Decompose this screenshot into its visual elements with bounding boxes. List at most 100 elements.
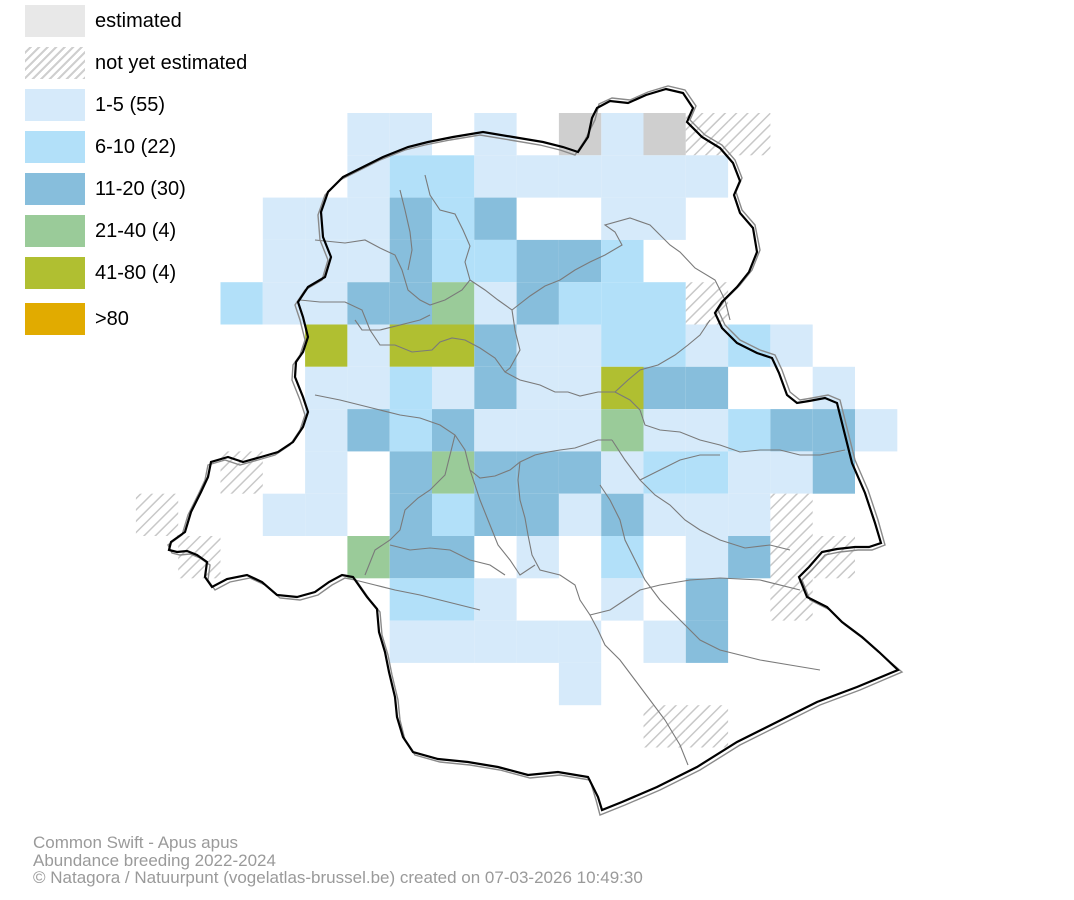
grid-cell	[347, 536, 390, 579]
grid-cell	[558, 493, 602, 536]
grid-cell	[558, 324, 602, 367]
grid-cell	[601, 324, 644, 367]
grid-cell	[432, 536, 475, 579]
grid-cell	[516, 620, 559, 663]
grid-cell	[347, 409, 390, 452]
grid-cell	[305, 282, 348, 325]
grid-cell	[558, 239, 602, 283]
grid-cell	[347, 113, 390, 156]
grid-cell	[347, 155, 390, 198]
grid-cell	[516, 366, 559, 410]
municipality-boundary	[299, 299, 615, 397]
grid-cell	[643, 155, 686, 198]
grid-cell	[728, 451, 771, 494]
species-caption: Common Swift - Apus apus	[33, 833, 239, 852]
municipality-boundary	[389, 544, 506, 576]
grid-cell	[685, 493, 729, 536]
grid-cell-not-estimated	[728, 113, 771, 156]
grid-cell	[601, 578, 644, 621]
municipality-boundary	[364, 434, 456, 576]
grid-cell	[728, 536, 771, 579]
grid-cell	[432, 493, 475, 536]
legend-label: 6-10 (22)	[95, 136, 177, 158]
abundance-grid	[135, 113, 898, 748]
grid-cell	[262, 239, 306, 283]
grid-cell	[305, 197, 348, 240]
municipality-boundary	[639, 454, 720, 481]
grid-cell	[474, 282, 517, 325]
grid-cell	[643, 451, 686, 494]
legend-item-11-20: 11-20 (30)	[25, 173, 325, 205]
grid-cell	[389, 493, 432, 536]
map-footer: Common Swift - Apus apus Abundance breed…	[33, 834, 643, 887]
legend-swatch	[25, 303, 85, 335]
copyright-caption: © Natagora / Natuurpunt (vogelatlas-brus…	[33, 868, 643, 887]
legend-item-21-40: 21-40 (4)	[25, 215, 325, 247]
grid-cell	[812, 451, 855, 494]
grid-cell	[389, 578, 432, 621]
legend-swatch	[25, 257, 85, 289]
grid-cell	[643, 113, 686, 156]
grid-cell	[389, 366, 432, 410]
grid-cell	[728, 324, 771, 367]
legend-label: 41-80 (4)	[95, 262, 177, 284]
municipality-boundary	[354, 579, 481, 611]
grid-cell	[305, 493, 348, 536]
legend-swatch	[25, 5, 85, 37]
grid-cell	[601, 451, 644, 494]
municipality-boundary	[399, 189, 413, 271]
grid-cell	[516, 493, 559, 536]
grid-cell	[389, 451, 432, 494]
grid-cell	[262, 197, 306, 240]
legend-item-6-10: 6-10 (22)	[25, 131, 325, 163]
dataset-caption: Abundance breeding 2022-2024	[33, 850, 276, 870]
grid-cell	[643, 197, 686, 240]
grid-cell	[432, 620, 475, 663]
grid-cell	[516, 324, 559, 367]
grid-cell	[601, 366, 644, 410]
legend-item-1-5: 1-5 (55)	[25, 89, 325, 121]
grid-cell-not-estimated	[685, 705, 729, 748]
grid-cell	[474, 620, 517, 663]
grid-cell	[558, 662, 602, 706]
grid-cell	[474, 239, 517, 283]
grid-cell	[305, 451, 348, 494]
grid-cell	[685, 451, 729, 494]
grid-cell	[432, 239, 475, 283]
grid-cell	[432, 282, 475, 325]
grid-cell-not-estimated	[770, 578, 813, 621]
grid-cell	[685, 409, 729, 452]
grid-cell	[770, 324, 813, 367]
grid-cell	[601, 409, 644, 452]
grid-cell	[474, 409, 517, 452]
region-outline-black	[167, 87, 900, 812]
grid-cell	[728, 409, 771, 452]
grid-cell	[812, 409, 855, 452]
legend-swatch	[25, 215, 85, 247]
grid-cell	[389, 197, 432, 240]
grid-cell	[643, 282, 686, 325]
grid-cell	[558, 409, 602, 452]
legend-label: not yet estimated	[95, 52, 248, 74]
legend-swatch	[25, 47, 85, 79]
grid-cell	[347, 197, 390, 240]
municipality-boundary	[614, 319, 711, 393]
municipality-boundary	[469, 469, 536, 576]
municipality-boundaries	[299, 174, 846, 766]
municipality-boundary	[314, 174, 471, 306]
grid-cell	[474, 366, 517, 410]
municipality-boundary	[589, 577, 801, 616]
grid-cell	[728, 493, 771, 536]
grid-cell	[855, 409, 898, 452]
grid-cell	[305, 366, 348, 410]
municipality-boundary	[314, 394, 612, 479]
grid-cell	[558, 620, 602, 663]
grid-cell	[516, 536, 559, 579]
grid-cell	[516, 282, 559, 325]
municipality-boundary	[611, 439, 791, 551]
grid-cell	[347, 366, 390, 410]
grid-cell	[685, 324, 729, 367]
grid-cell-not-estimated	[135, 493, 179, 536]
grid-cell	[685, 620, 729, 663]
grid-cell	[685, 155, 729, 198]
